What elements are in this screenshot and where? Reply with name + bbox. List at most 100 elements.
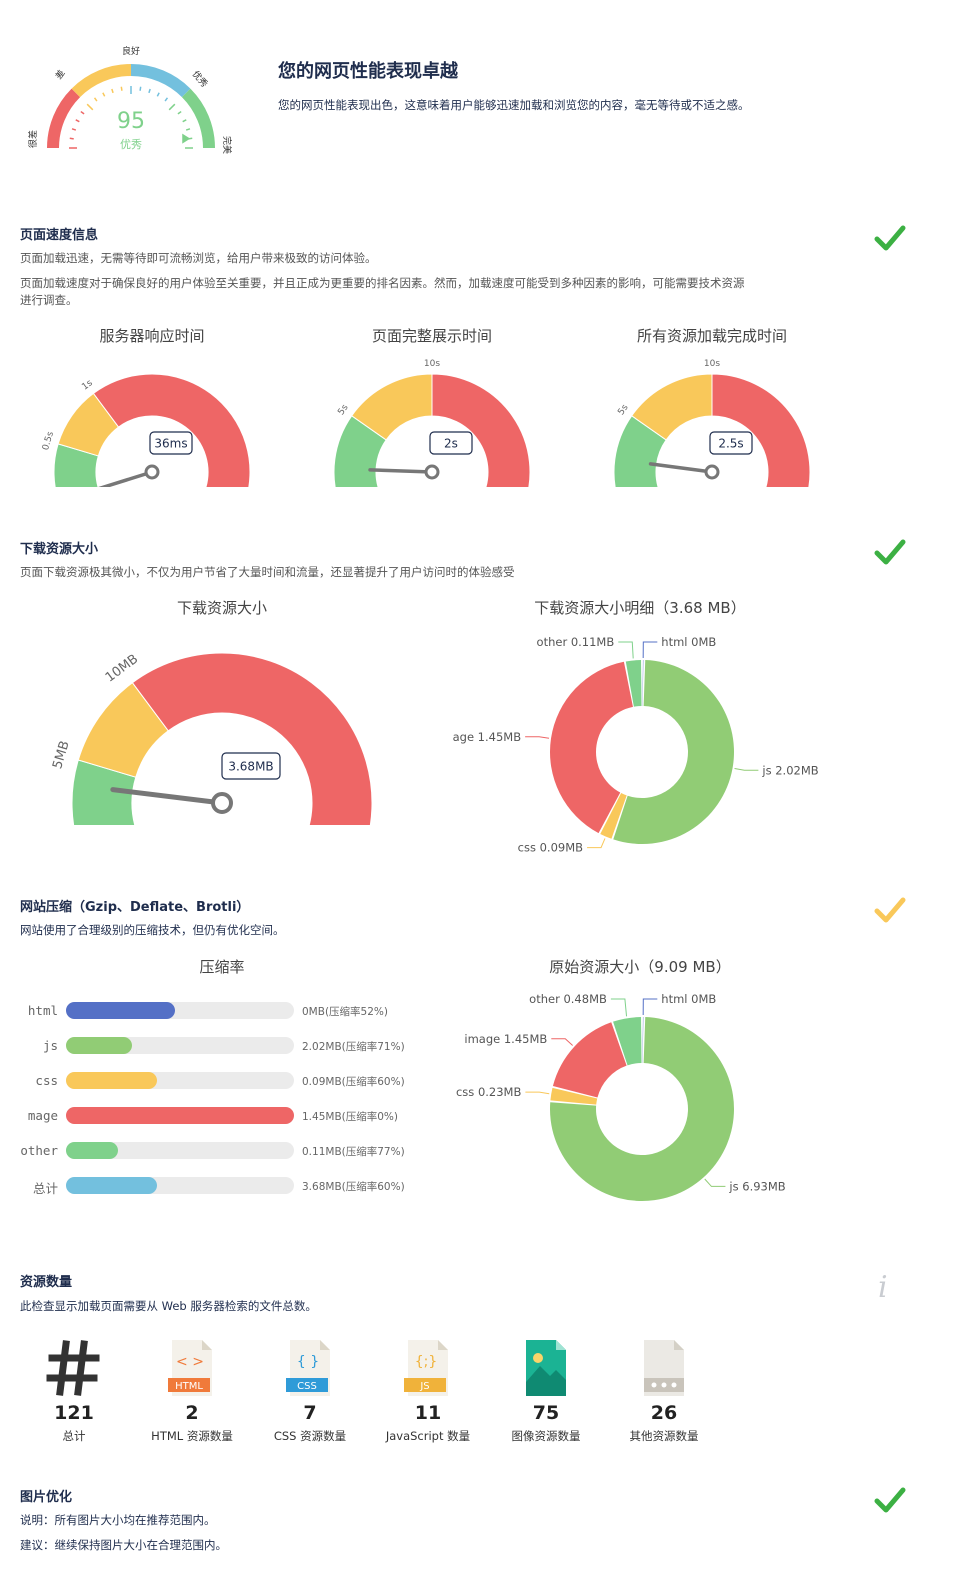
- bar-fill: [66, 1037, 133, 1054]
- compression-description: 网站使用了合理级别的压缩技术，但仍有优化空间。: [20, 923, 285, 937]
- svg-text:< >: < >: [176, 1354, 204, 1370]
- gauge-needle-pivot: [211, 792, 233, 814]
- gauge-value-box: [709, 431, 753, 455]
- gauge-needle-pivot: [424, 464, 440, 480]
- download-section-title: 下载资源大小: [20, 542, 99, 557]
- score-gauge-segment: [181, 88, 216, 148]
- resource-count-value: 11: [414, 1402, 442, 1424]
- resource-count-item: 121 总计: [14, 1336, 134, 1444]
- gauge-tick-label: 0.5s: [41, 430, 56, 451]
- score-gauge-tick: [75, 119, 80, 123]
- gauge-needle-pivot: [704, 464, 720, 480]
- score-gauge-tick: [139, 86, 142, 91]
- score-gauge-tick: [185, 128, 191, 131]
- pass-check-icon: [874, 539, 906, 565]
- bar-value-label: 3.68MB(压缩率60%): [302, 1181, 405, 1193]
- score-gauge-tick: [182, 119, 187, 123]
- resource-count-label: 总计: [62, 1429, 86, 1443]
- gauge-title-server: 服务器响应时间: [99, 327, 205, 345]
- gauge-tick-label: 10s: [704, 359, 720, 369]
- server-response-gauge: 0ms0.5s1s3s36ms: [41, 373, 251, 487]
- gauge-title-load: 所有资源加载完成时间: [636, 327, 787, 345]
- score-gauge-tick: [120, 86, 123, 91]
- bar-fill: [66, 1177, 158, 1194]
- donut-slice: [613, 660, 734, 844]
- resource-count-label: JavaScript 数量: [385, 1429, 471, 1443]
- summary-title: 您的网页性能表现卓越: [278, 61, 458, 82]
- gauge-tick-label: 10s: [424, 359, 440, 369]
- speed-line-1: 页面加载迅速，无需等待即可流畅浏览，给用户带来极致的访问体验。: [20, 251, 377, 265]
- gauge-segment: [711, 373, 811, 487]
- resource-count-item: 26 其他资源数量: [604, 1336, 724, 1444]
- resource-count-value: 26: [650, 1402, 678, 1424]
- resource-counts: 121 总计 < > HTML 2 HTML 资源数量 { } CSS 7 CS…: [14, 1336, 714, 1456]
- gauge-tick-label: 1s: [80, 378, 95, 392]
- gauge-label-poor: 差: [53, 67, 68, 81]
- donut-leader-line: [618, 641, 634, 659]
- bar-value-label: 2.02MB(压缩率71%): [302, 1041, 405, 1053]
- gauge-value-box: [221, 752, 281, 780]
- donut-leader-line: [551, 1038, 573, 1046]
- gauge-value-box: [149, 431, 193, 455]
- resource-count-item: < > HTML 2 HTML 资源数量: [132, 1336, 252, 1444]
- resource-count-item: { } CSS 7 CSS 资源数量: [250, 1336, 370, 1444]
- bar-fill: [66, 1072, 158, 1089]
- gauge-tick-label: 5s: [616, 403, 630, 418]
- bar-track: [66, 1142, 294, 1159]
- gauge-tick-label: 5s: [336, 403, 350, 418]
- css-file-icon: { } CSS: [286, 1340, 330, 1396]
- bar-category-label: other: [20, 1143, 58, 1158]
- resource-count-value: 2: [185, 1402, 199, 1424]
- overall-score-gauge: 95 优秀 很差 差 良好 优秀 完美: [27, 45, 233, 154]
- compression-bar-title: 压缩率: [199, 958, 245, 976]
- load-time-gauge: 0s5s10s20s2.5s: [613, 359, 811, 487]
- resource-count-label: 其他资源数量: [629, 1429, 699, 1443]
- resources-section-title: 资源数量: [20, 1275, 73, 1290]
- pass-check-icon: [874, 1487, 906, 1513]
- donut-slice-label: html 0MB: [661, 992, 716, 1006]
- bar-value-label: 0MB(压缩率52%): [302, 1006, 388, 1018]
- donut-slice-label: age 1.45MB: [453, 730, 522, 744]
- svg-text:{ }: { }: [297, 1354, 319, 1370]
- gauge-label-very-poor: 很差: [27, 130, 39, 148]
- image-opt-section-title: 图片优化: [20, 1490, 73, 1505]
- resource-count-item: 75 图像资源数量: [486, 1336, 606, 1444]
- donut-leader-line: [525, 1091, 550, 1095]
- score-gauge-tick: [69, 137, 74, 140]
- donut-leader-line: [525, 736, 550, 739]
- bar-fill: [66, 1107, 294, 1124]
- gauge-label-perfect: 完美: [221, 136, 233, 154]
- download-size-gauge: 0MB5MB10MB30MB3.68MB: [50, 652, 373, 825]
- bar-category-label: html: [27, 1003, 58, 1018]
- bar-track: [66, 1037, 294, 1054]
- gauge-needle-pivot: [144, 464, 160, 480]
- bar-value-label: 1.45MB(压缩率0%): [302, 1111, 398, 1123]
- donut-leader-line: [642, 998, 658, 1016]
- download-donut-title: 下载资源大小明细（3.68 MB）: [534, 599, 746, 617]
- bar-value-label: 0.11MB(压缩率77%): [302, 1146, 405, 1158]
- gauge-value-label: 36ms: [154, 437, 187, 451]
- donut-slice: [552, 1022, 627, 1098]
- gauge-segment: [431, 373, 531, 487]
- bar-category-label: mage: [27, 1108, 58, 1123]
- gauge-title-render: 页面完整展示时间: [371, 327, 492, 345]
- gauge-label-good: 良好: [122, 45, 140, 57]
- score-gauge-tick: [148, 88, 151, 94]
- donut-leader-line: [642, 641, 658, 659]
- resource-count-label: 图像资源数量: [511, 1429, 581, 1443]
- gauge-needle: [98, 470, 154, 487]
- bar-category-label: js: [42, 1038, 58, 1053]
- js-file-icon: {;} JS: [404, 1340, 448, 1396]
- bar-track: [66, 1107, 294, 1124]
- summary-description: 您的网页性能表现出色，这意味着用户能够迅速加载和浏览您的内容，毫无等待或不适之感…: [278, 98, 750, 112]
- bar-track: [66, 1002, 294, 1019]
- donut-slice-label: css 0.23MB: [456, 1085, 521, 1099]
- speed-line-3: 进行调查。: [20, 293, 78, 307]
- pass-check-icon: [874, 225, 906, 251]
- donut-slice-label: html 0MB: [661, 635, 716, 649]
- bar-track: [66, 1072, 294, 1089]
- original-donut-title: 原始资源大小（9.09 MB）: [549, 958, 731, 976]
- gauge-value-label: 3.68MB: [228, 760, 273, 774]
- resource-count-label: HTML 资源数量: [151, 1429, 233, 1443]
- donut-slice-label: css 0.09MB: [518, 841, 583, 855]
